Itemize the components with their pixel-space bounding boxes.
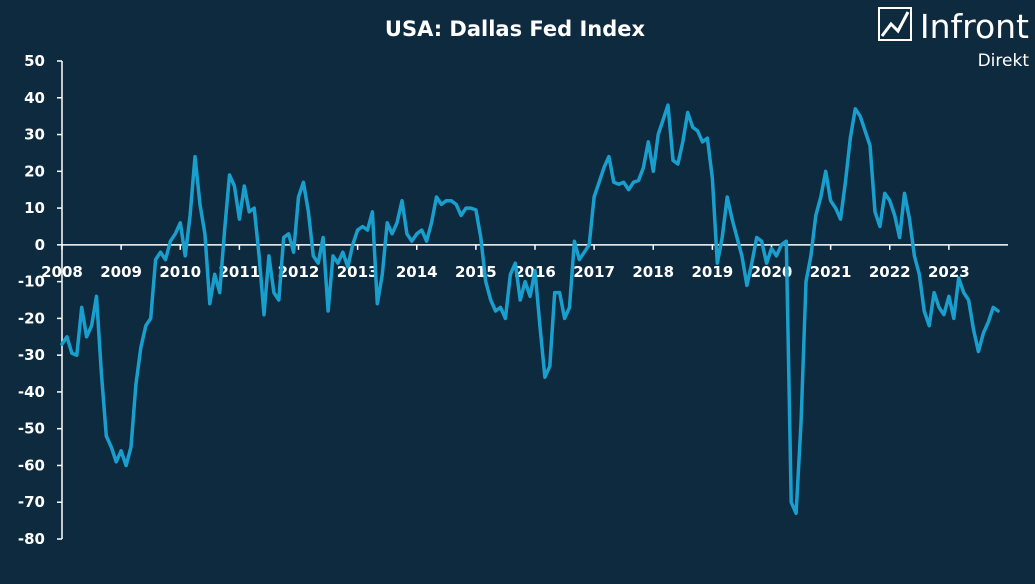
x-tick-label: 2019 [692, 263, 734, 281]
x-tick-label: 2014 [396, 263, 438, 281]
y-tick-label: 30 [24, 126, 45, 144]
y-tick-label: -30 [18, 346, 45, 364]
chart-title: USA: Dallas Fed Index [385, 17, 646, 41]
infront-logo-icon [878, 7, 912, 41]
y-tick-label: 50 [24, 52, 45, 70]
brand-subtitle: Direkt [978, 51, 1030, 71]
x-tick-label: 2010 [159, 263, 201, 281]
y-tick-label: -80 [18, 530, 45, 548]
brand-logo: Infront Direkt [878, 7, 1030, 71]
x-tick-label: 2018 [632, 263, 674, 281]
x-axis: 2008 2009 2010 2011 2012 2013 2014 2015 2016 2017… [41, 244, 1008, 281]
y-tick-label: 20 [24, 162, 45, 180]
y-tick-label: -20 [18, 309, 45, 327]
x-tick-label: 2017 [573, 263, 615, 281]
y-tick-label: 10 [24, 199, 45, 217]
y-tick-label: -40 [18, 383, 45, 401]
x-tick-label: 2020 [751, 263, 793, 281]
x-tick-label: 2021 [810, 263, 852, 281]
y-tick-label: -70 [18, 493, 45, 511]
y-axis: 50 40 30 20 10 0 -10 -20 -30 -40 -50 -60 -70 -80 [18, 52, 63, 548]
y-tick-label: 40 [24, 89, 45, 107]
y-tick-label: -60 [18, 456, 45, 474]
x-tick-label: 2023 [928, 263, 970, 281]
x-tick-label: 2015 [455, 263, 497, 281]
y-tick-label: -50 [18, 420, 45, 438]
x-tick-label: 2013 [337, 263, 379, 281]
x-tick-label: 2011 [219, 263, 261, 281]
x-tick-label: 2012 [278, 263, 320, 281]
y-tick-label: 0 [35, 236, 45, 254]
y-tick-label: -10 [18, 273, 45, 291]
x-tick-label: 2022 [869, 263, 911, 281]
x-tick-label: 2009 [100, 263, 142, 281]
brand-name: Infront [920, 7, 1029, 46]
series-layer [60, 103, 1000, 516]
x-tick-label: 2008 [41, 263, 83, 281]
dallas-fed-index-line [60, 103, 1000, 516]
